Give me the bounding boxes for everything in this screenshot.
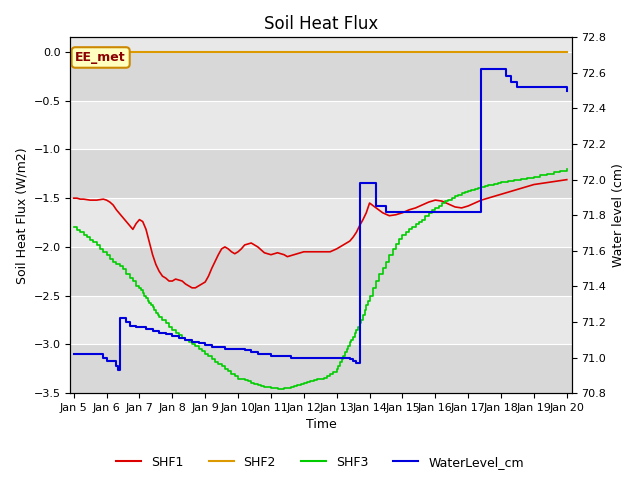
SHF3 xyxy=(96,246,104,252)
Y-axis label: Soil Heat Flux (W/m2): Soil Heat Flux (W/m2) xyxy=(15,147,28,284)
Bar xyxy=(70,101,572,149)
X-axis label: Time: Time xyxy=(306,419,337,432)
WaterLevel_cm xyxy=(477,66,485,72)
SHF3 xyxy=(241,378,248,384)
SHF1 xyxy=(365,200,373,206)
WaterLevel_cm xyxy=(293,355,301,360)
Line: WaterLevel_cm: WaterLevel_cm xyxy=(74,69,567,370)
Legend: SHF1, SHF2, SHF3, WaterLevel_cm: SHF1, SHF2, SHF3, WaterLevel_cm xyxy=(111,451,529,474)
SHF1 xyxy=(563,177,571,182)
WaterLevel_cm xyxy=(114,367,122,373)
SHF3 xyxy=(341,349,349,355)
Title: Soil Heat Flux: Soil Heat Flux xyxy=(264,15,378,33)
Bar xyxy=(70,52,572,101)
SHF1 xyxy=(349,234,357,240)
Bar xyxy=(70,198,572,247)
Bar xyxy=(70,149,572,198)
Y-axis label: Water level (cm): Water level (cm) xyxy=(612,163,625,267)
Text: EE_met: EE_met xyxy=(76,51,126,64)
SHF1 xyxy=(188,285,196,291)
WaterLevel_cm xyxy=(502,73,510,79)
SHF3 xyxy=(86,237,94,243)
SHF1 xyxy=(543,180,551,185)
Line: SHF1: SHF1 xyxy=(74,180,567,288)
SHF1 xyxy=(284,254,291,260)
SHF3 xyxy=(435,203,442,209)
SHF3 xyxy=(70,225,77,230)
SHF3 xyxy=(188,341,196,347)
SHF3 xyxy=(563,166,571,172)
WaterLevel_cm xyxy=(70,351,77,357)
SHF1 xyxy=(208,265,216,271)
WaterLevel_cm xyxy=(530,84,538,90)
WaterLevel_cm xyxy=(99,355,107,360)
WaterLevel_cm xyxy=(563,88,571,94)
SHF3 xyxy=(274,386,282,392)
Bar xyxy=(70,344,572,393)
SHF1 xyxy=(70,195,77,201)
Line: SHF3: SHF3 xyxy=(74,169,567,389)
SHF1 xyxy=(405,207,413,213)
WaterLevel_cm xyxy=(339,355,347,360)
WaterLevel_cm xyxy=(136,324,143,330)
Bar xyxy=(70,247,572,296)
Bar xyxy=(70,296,572,344)
